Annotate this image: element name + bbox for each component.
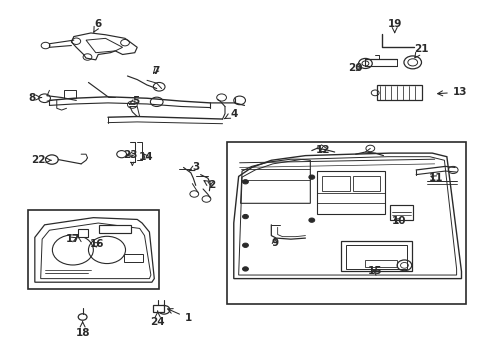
Bar xyxy=(352,176,379,191)
Bar xyxy=(316,171,384,214)
Text: 17: 17 xyxy=(65,234,80,244)
Text: 18: 18 xyxy=(75,322,90,338)
Text: 24: 24 xyxy=(150,311,164,327)
Text: 20: 20 xyxy=(348,63,362,73)
Text: 5: 5 xyxy=(129,96,140,106)
Bar xyxy=(78,229,88,237)
Bar xyxy=(376,85,421,100)
Bar xyxy=(340,241,411,271)
Text: 11: 11 xyxy=(427,173,442,183)
Text: 7: 7 xyxy=(152,66,159,76)
Text: 23: 23 xyxy=(122,150,137,160)
Text: 6: 6 xyxy=(94,19,102,32)
Circle shape xyxy=(242,180,248,184)
Circle shape xyxy=(242,267,248,271)
Text: 2: 2 xyxy=(203,180,215,190)
Text: 14: 14 xyxy=(139,152,153,162)
Text: 4: 4 xyxy=(224,109,237,119)
Bar xyxy=(123,254,143,262)
Bar xyxy=(345,244,406,269)
Bar xyxy=(321,176,349,191)
Circle shape xyxy=(242,243,248,247)
Text: 12: 12 xyxy=(316,144,330,154)
Text: 1: 1 xyxy=(167,309,192,323)
Text: 16: 16 xyxy=(90,239,104,249)
Bar xyxy=(99,225,131,233)
Bar xyxy=(153,305,163,312)
Text: 3: 3 xyxy=(189,162,199,172)
Bar xyxy=(227,142,466,304)
Text: 21: 21 xyxy=(413,44,427,58)
Text: 10: 10 xyxy=(391,216,406,226)
Circle shape xyxy=(242,215,248,219)
Bar xyxy=(365,260,396,267)
Bar xyxy=(27,211,159,289)
Bar xyxy=(389,205,412,220)
Circle shape xyxy=(308,175,314,179)
Text: 8: 8 xyxy=(29,93,41,103)
Text: 13: 13 xyxy=(437,87,467,97)
Text: 9: 9 xyxy=(271,238,278,248)
Text: 15: 15 xyxy=(367,266,382,276)
Text: 19: 19 xyxy=(386,19,401,32)
Text: 22: 22 xyxy=(31,155,51,165)
Circle shape xyxy=(308,218,314,222)
